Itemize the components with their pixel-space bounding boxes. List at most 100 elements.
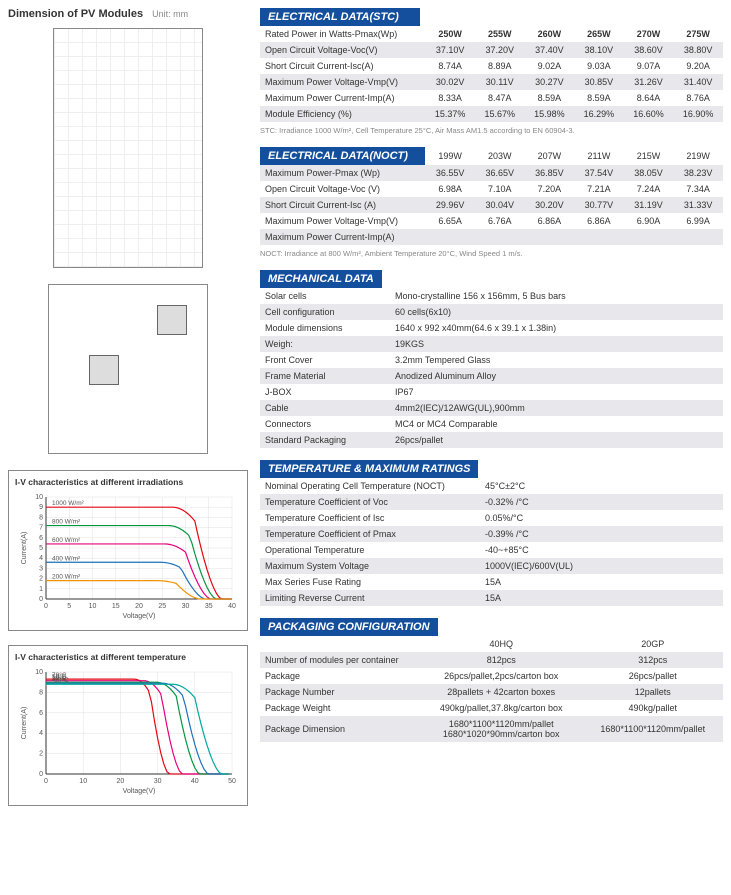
mech-value: 3.2mm Tempered Glass [390, 352, 723, 368]
svg-text:10: 10 [89, 603, 97, 610]
noct-row-label: Open Circuit Voltage-Voc (V) [260, 181, 425, 197]
noct-cell [475, 229, 525, 245]
temp-table: Nominal Operating Cell Temperature (NOCT… [260, 478, 723, 606]
chart2-title: I-V characteristics at different tempera… [15, 652, 241, 662]
temp-value: -40~+85°C [480, 542, 723, 558]
stc-cell: 9.02A [525, 58, 575, 74]
noct-col-header: 219W [673, 147, 723, 165]
temp-value: -0.39% /°C [480, 526, 723, 542]
packaging-header: PACKAGING CONFIGURATION [260, 618, 438, 636]
stc-cell: 16.90% [673, 106, 723, 122]
left-column: Dimension of PV Modules Unit: mm I-V cha… [8, 8, 248, 820]
stc-header: ELECTRICAL DATA(STC) [260, 8, 420, 26]
packaging-section: PACKAGING CONFIGURATION 40HQ20GPNumber o… [260, 618, 723, 742]
noct-cell: 30.20V [525, 197, 575, 213]
stc-cell: 31.40V [673, 74, 723, 90]
pack-cell: 1680*1100*1120mm/pallet [582, 716, 723, 742]
svg-text:9: 9 [39, 504, 43, 511]
noct-cell: 38.23V [673, 165, 723, 181]
stc-cell: 38.10V [574, 42, 624, 58]
stc-cell: 9.20A [673, 58, 723, 74]
stc-cell: 37.20V [475, 42, 525, 58]
stc-row-label: Open Circuit Voltage-Voc(V) [260, 42, 425, 58]
noct-cell: 6.86A [574, 213, 624, 229]
mech-value: Anodized Aluminum Alloy [390, 368, 723, 384]
svg-text:20: 20 [135, 603, 143, 610]
stc-row-label: Short Circuit Current-Isc(A) [260, 58, 425, 74]
pack-cell: 12pallets [582, 684, 723, 700]
pack-col-header: 40HQ [420, 636, 582, 652]
chart-temperature: I-V characteristics at different tempera… [8, 645, 248, 806]
svg-text:7: 7 [39, 525, 43, 532]
mech-value: IP67 [390, 384, 723, 400]
mech-label: Cable [260, 400, 390, 416]
pack-cell: 28pallets + 42carton boxes [420, 684, 582, 700]
pack-cell: Package Dimension [260, 716, 420, 742]
svg-text:35: 35 [205, 603, 213, 610]
temp-section: TEMPERATURE & MAXIMUM RATINGS Nominal Op… [260, 460, 723, 606]
module-front-diagram [53, 28, 203, 268]
noct-cell: 31.19V [624, 197, 674, 213]
stc-cell: 16.60% [624, 106, 674, 122]
noct-cell: 38.05V [624, 165, 674, 181]
stc-row-label: Module Efficiency (%) [260, 106, 425, 122]
page: Dimension of PV Modules Unit: mm I-V cha… [8, 8, 723, 820]
svg-text:10: 10 [79, 778, 87, 785]
mechanical-header: MECHANICAL DATA [260, 270, 382, 288]
mech-label: Weigh: [260, 336, 390, 352]
stc-cell: 8.89A [475, 58, 525, 74]
svg-text:8: 8 [39, 514, 43, 521]
mech-value: 26pcs/pallet [390, 432, 723, 448]
noct-table: ELECTRICAL DATA(NOCT)199W203W207W211W215… [260, 147, 723, 245]
noct-cell: 6.98A [425, 181, 475, 197]
temp-label: Operational Temperature [260, 542, 480, 558]
noct-cell: 36.65V [475, 165, 525, 181]
stc-section: ELECTRICAL DATA(STC) Rated Power in Watt… [260, 8, 723, 135]
svg-text:5: 5 [39, 545, 43, 552]
noct-cell: 6.65A [425, 213, 475, 229]
noct-cell: 6.76A [475, 213, 525, 229]
stc-footnote: STC: Irradiance 1000 W/m², Cell Temperat… [260, 126, 723, 135]
noct-cell: 29.96V [425, 197, 475, 213]
stc-row-label: Maximum Power Current-Imp(A) [260, 90, 425, 106]
noct-cell: 31.33V [673, 197, 723, 213]
svg-text:10: 10 [35, 494, 43, 501]
svg-text:200 W/m²: 200 W/m² [52, 574, 81, 581]
noct-cell [574, 229, 624, 245]
stc-col-header: 255W [475, 26, 525, 42]
mech-label: Standard Packaging [260, 432, 390, 448]
mech-label: Frame Material [260, 368, 390, 384]
mech-label: Module dimensions [260, 320, 390, 336]
noct-col-header: 207W [525, 147, 575, 165]
stc-cell: 8.74A [425, 58, 475, 74]
stc-cell: 9.03A [574, 58, 624, 74]
jbox-icon [89, 355, 119, 385]
noct-cell: 7.24A [624, 181, 674, 197]
pack-cell: Number of modules per container [260, 652, 420, 668]
stc-cell: 15.37% [425, 106, 475, 122]
svg-text:Current(A): Current(A) [21, 532, 28, 565]
stc-row-label: Maximum Power Voltage-Vmp(V) [260, 74, 425, 90]
mech-label: Front Cover [260, 352, 390, 368]
stc-col-header: 250W [425, 26, 475, 42]
stc-cell: 15.98% [525, 106, 575, 122]
pack-cell: Package [260, 668, 420, 684]
pack-cell: Package Number [260, 684, 420, 700]
svg-text:600 W/m²: 600 W/m² [52, 537, 81, 544]
mechanical-table: Solar cellsMono-crystalline 156 x 156mm,… [260, 288, 723, 448]
svg-text:5: 5 [67, 603, 71, 610]
svg-text:20: 20 [117, 778, 125, 785]
noct-col-header: 211W [574, 147, 624, 165]
svg-text:50: 50 [228, 778, 236, 785]
jbox-icon [157, 305, 187, 335]
svg-text:Voltage(V): Voltage(V) [123, 613, 156, 620]
stc-col-header: 270W [624, 26, 674, 42]
svg-text:1000 W/m²: 1000 W/m² [52, 500, 85, 507]
svg-text:40: 40 [191, 778, 199, 785]
svg-text:0: 0 [39, 596, 43, 603]
svg-text:25: 25 [158, 603, 166, 610]
mech-label: Connectors [260, 416, 390, 432]
stc-cell: 16.29% [574, 106, 624, 122]
temp-value: 15A [480, 574, 723, 590]
temp-header: TEMPERATURE & MAXIMUM RATINGS [260, 460, 478, 478]
